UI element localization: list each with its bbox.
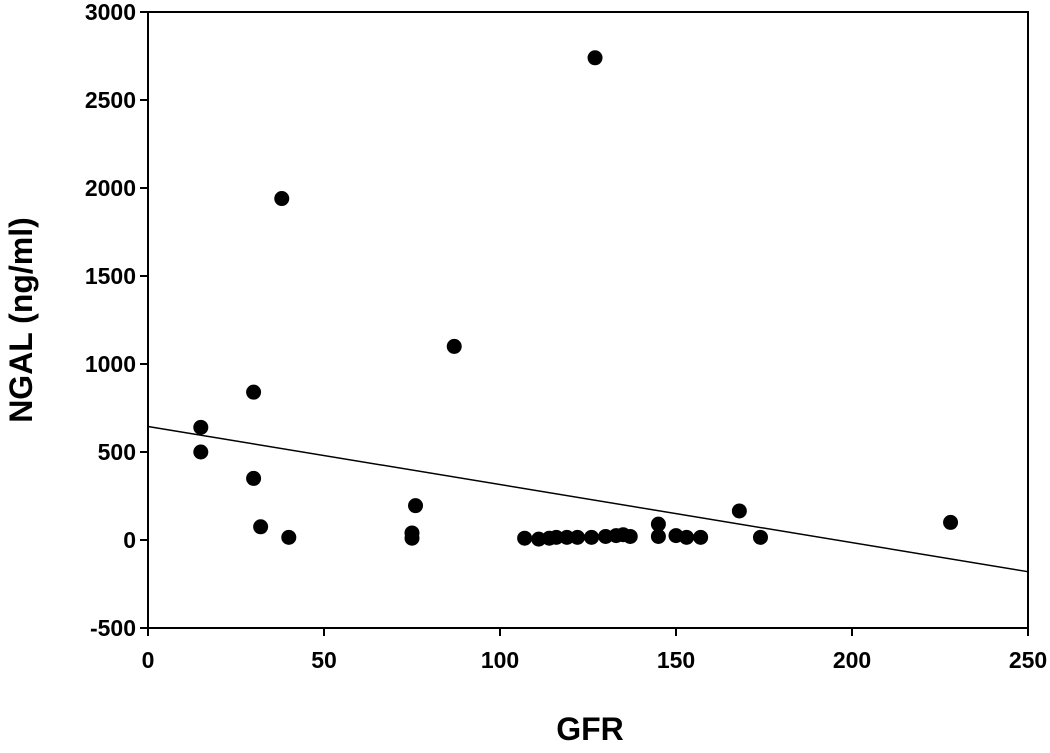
- y-tick-label: 1500: [85, 263, 136, 289]
- x-tick-label: 100: [481, 647, 519, 673]
- data-point: [517, 530, 533, 546]
- x-tick-label: 0: [142, 647, 155, 673]
- y-tick-label: 1000: [85, 351, 136, 377]
- data-point: [587, 50, 603, 66]
- data-point: [569, 529, 585, 545]
- data-point: [274, 191, 290, 207]
- data-point: [584, 529, 600, 545]
- regression-line: [147, 425, 1029, 573]
- data-point: [622, 528, 638, 544]
- data-point: [246, 384, 262, 400]
- y-tick-label: 500: [98, 439, 136, 465]
- x-tick-label: 200: [833, 647, 871, 673]
- data-point: [650, 528, 666, 544]
- data-point: [650, 516, 666, 532]
- y-axis-ticks: -500 0 500 1000 1500 2000 2500 3000: [85, 0, 148, 641]
- y-axis-title: NGAL (ng/ml): [3, 217, 39, 423]
- data-point: [281, 529, 297, 545]
- y-tick-label: 0: [123, 527, 136, 553]
- x-tick-label: 50: [311, 647, 337, 673]
- data-point: [943, 514, 959, 530]
- x-tick-label: 150: [657, 647, 695, 673]
- x-tick-label: 250: [1009, 647, 1047, 673]
- data-point: [679, 529, 695, 545]
- data-points: [193, 50, 959, 547]
- trendline-group: [147, 425, 1029, 573]
- x-axis-ticks: 0 50 100 150 200 250: [142, 628, 1047, 673]
- y-tick-label: -500: [90, 615, 136, 641]
- y-tick-label: 3000: [85, 0, 136, 25]
- data-point: [548, 529, 564, 545]
- data-point: [404, 530, 420, 546]
- x-axis-title: GFR: [556, 711, 624, 747]
- data-point: [408, 498, 424, 514]
- y-tick-label: 2000: [85, 175, 136, 201]
- data-point: [693, 529, 709, 545]
- data-point: [246, 470, 262, 486]
- plot-frame: [147, 11, 1029, 629]
- data-point: [559, 529, 575, 545]
- data-point: [193, 419, 209, 435]
- data-point: [752, 529, 768, 545]
- y-tick-label: 2500: [85, 87, 136, 113]
- data-point: [193, 444, 209, 460]
- data-point: [253, 519, 269, 535]
- data-point: [731, 503, 747, 519]
- data-point: [446, 338, 462, 354]
